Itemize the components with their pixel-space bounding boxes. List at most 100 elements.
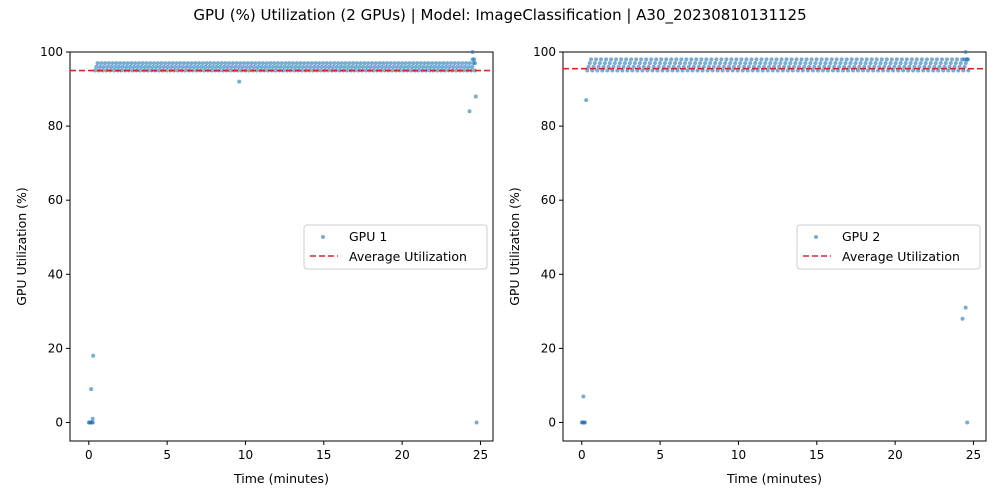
data-point (225, 64, 230, 69)
data-point (674, 57, 679, 62)
data-point (750, 68, 755, 73)
data-point (413, 64, 418, 69)
data-point (939, 57, 944, 62)
data-point (602, 61, 607, 66)
data-point (950, 57, 955, 62)
legend-label: Average Utilization (349, 249, 467, 264)
data-point (754, 57, 759, 62)
data-point (861, 68, 866, 73)
data-point (868, 61, 873, 66)
data-point (298, 61, 303, 66)
data-point (276, 61, 281, 66)
data-point (116, 64, 121, 69)
data-point (645, 68, 650, 73)
data-point (271, 64, 276, 69)
data-point (591, 64, 596, 69)
data-point (805, 68, 810, 73)
data-point (669, 57, 674, 62)
data-point (416, 68, 421, 73)
data-point (690, 68, 695, 73)
data-point (646, 64, 651, 69)
y-tick-label: 100 (40, 45, 63, 59)
x-tick-label: 20 (887, 448, 902, 462)
data-point (713, 61, 718, 66)
data-point (809, 57, 814, 62)
data-point (684, 57, 689, 62)
data-point (237, 64, 242, 69)
data-point (670, 68, 675, 73)
data-point (426, 61, 431, 66)
data-point (381, 61, 386, 66)
data-point (432, 64, 437, 69)
data-point (965, 57, 970, 62)
data-point (872, 64, 877, 69)
data-point (800, 68, 805, 73)
data-point (965, 420, 970, 425)
data-point (696, 64, 701, 69)
data-point (291, 61, 296, 66)
data-point (787, 64, 792, 69)
data-point (313, 61, 318, 66)
data-point (798, 61, 803, 66)
data-point (749, 57, 754, 62)
data-point (93, 68, 98, 73)
data-point (590, 68, 595, 73)
data-point (955, 57, 960, 62)
data-point (640, 68, 645, 73)
data-point (774, 57, 779, 62)
data-point (316, 64, 321, 69)
data-point (124, 64, 129, 69)
data-point (207, 64, 212, 69)
data-point (151, 61, 156, 66)
data-point (178, 61, 183, 66)
data-point (467, 61, 472, 66)
data-point (881, 68, 886, 73)
data-point (249, 61, 254, 66)
data-point (328, 61, 333, 66)
data-point (813, 61, 818, 66)
data-point (879, 57, 884, 62)
data-point (418, 61, 423, 66)
y-tick-label: 0 (548, 415, 556, 429)
data-point (156, 68, 161, 73)
data-point (398, 64, 403, 69)
data-point (858, 61, 863, 66)
data-point (810, 68, 815, 73)
data-point (240, 64, 245, 69)
data-point (600, 68, 605, 73)
data-point (204, 61, 209, 66)
data-point (903, 61, 908, 66)
data-point (472, 57, 477, 62)
data-point (105, 64, 110, 69)
data-point (346, 64, 351, 69)
data-point (342, 64, 347, 69)
data-point (789, 57, 794, 62)
data-point (332, 61, 337, 66)
data-point (897, 64, 902, 69)
data-point (912, 64, 917, 69)
data-point (744, 57, 749, 62)
data-point (695, 68, 700, 73)
data-point (353, 64, 358, 69)
data-point (923, 61, 928, 66)
data-point (467, 109, 472, 114)
data-point (164, 68, 169, 73)
legend-label: Average Utilization (842, 249, 960, 264)
data-point (208, 61, 213, 66)
data-point (708, 61, 713, 66)
data-point (363, 68, 368, 73)
data-point (778, 61, 783, 66)
data-point (451, 64, 456, 69)
data-point (616, 64, 621, 69)
data-point (924, 57, 929, 62)
data-point (624, 57, 629, 62)
data-point (659, 57, 664, 62)
data-point (444, 64, 448, 69)
data-point (589, 57, 594, 62)
data-point (764, 57, 769, 62)
data-point (654, 57, 659, 62)
data-point (140, 61, 145, 66)
data-point (612, 61, 617, 66)
data-point (185, 61, 190, 66)
